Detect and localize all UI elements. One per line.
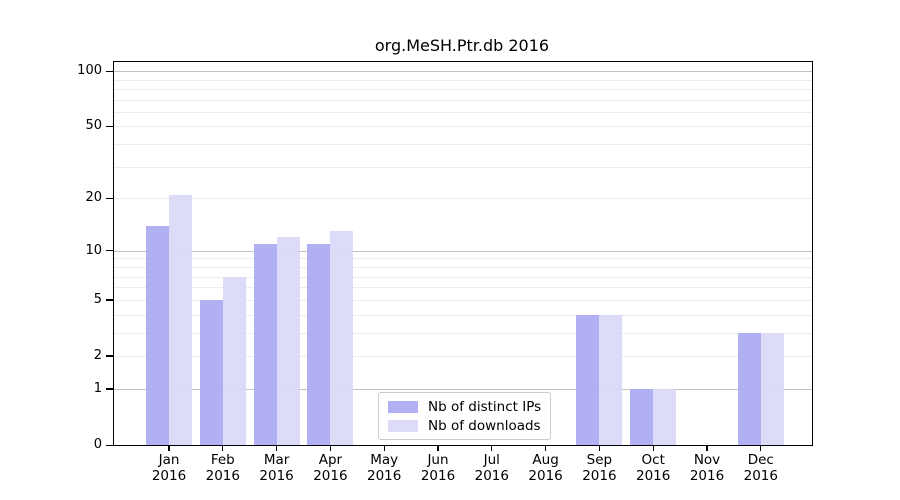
x-tick-may [383, 445, 385, 451]
y-tick-label-50: 50 [85, 118, 102, 134]
y-tick-20 [106, 197, 113, 200]
bar-distinct-ips-dec [737, 332, 761, 445]
y-tick-100 [106, 70, 113, 72]
bar-distinct-ips-mar [253, 243, 277, 445]
y-tick-1 [106, 388, 113, 390]
y-tick-label-20: 20 [85, 190, 102, 206]
grid-line-minor-7 [114, 276, 812, 278]
y-tick-label-10: 10 [85, 242, 102, 258]
x-tick-label-jul: Jul 2016 [474, 452, 509, 484]
grid-line-minor-20 [114, 198, 812, 200]
bar-distinct-ips-jan [146, 225, 169, 445]
x-tick-feb [222, 445, 224, 451]
grid-line-minor-80 [114, 88, 812, 90]
y-tick-0 [106, 444, 113, 446]
bar-distinct-ips-apr [307, 243, 331, 445]
legend-label-downloads: Nb of downloads [428, 417, 541, 434]
y-tick-50 [106, 125, 113, 128]
grid-line-minor-50 [114, 126, 812, 128]
grid-line-major-1 [114, 388, 812, 390]
bar-downloads-mar [276, 237, 300, 445]
y-tick-label-100: 100 [77, 63, 102, 79]
bar-downloads-jan [169, 194, 192, 445]
chart-title: org.MeSH.Ptr.db 2016 [374, 36, 550, 55]
grid-line-minor-60 [114, 111, 812, 113]
x-tick-label-apr: Apr 2016 [313, 452, 348, 484]
x-tick-label-aug: Aug 2016 [528, 452, 563, 484]
bar-downloads-dec [760, 332, 784, 445]
grid-line-minor-3 [114, 332, 812, 334]
x-tick-aug [545, 445, 547, 451]
legend: Nb of distinct IPs Nb of downloads [378, 392, 552, 440]
bar-distinct-ips-oct [630, 388, 654, 445]
grid-line-minor-8 [114, 266, 812, 268]
grid-line-minor-40 [114, 144, 812, 146]
x-tick-jan [168, 445, 170, 451]
x-tick-dec [760, 445, 762, 451]
legend-swatch-distinct-ips [388, 400, 418, 413]
grid-line-minor-2 [114, 355, 812, 357]
x-tick-label-sep: Sep 2016 [582, 452, 617, 484]
bar-downloads-sep [599, 314, 623, 445]
y-tick-label-5: 5 [93, 291, 102, 307]
x-tick-label-jun: Jun 2016 [420, 452, 456, 484]
plot-area: Nb of distinct IPs Nb of downloads 0 1 2 5 1… [77, 61, 813, 483]
y-tick-5 [106, 299, 113, 301]
grid-line-minor-70 [114, 99, 812, 101]
x-tick-nov [706, 445, 708, 451]
x-tick-oct [652, 445, 654, 451]
x-tick-label-mar: Mar 2016 [259, 452, 294, 484]
x-tick-label-jan: Jan 2016 [151, 452, 187, 484]
x-tick-mar [276, 445, 278, 451]
bar-downloads-apr [330, 231, 354, 445]
grid-line-minor-90 [114, 79, 812, 81]
y-tick-label-2: 2 [93, 347, 102, 363]
grid-line-minor-30 [114, 166, 812, 168]
bar-distinct-ips-sep [576, 314, 600, 445]
x-tick-label-feb: Feb 2016 [205, 452, 240, 484]
y-tick-2 [106, 355, 113, 357]
x-tick-label-dec: Dec 2016 [743, 452, 778, 484]
x-tick-jun [437, 445, 439, 451]
legend-swatch-downloads [388, 419, 418, 432]
grid-line-minor-6 [114, 287, 812, 289]
grid-line-minor-4 [114, 314, 812, 316]
y-tick-10 [106, 250, 113, 252]
grid-line-minor-5 [114, 299, 812, 301]
x-tick-label-nov: Nov 2016 [689, 452, 725, 484]
bar-distinct-ips-feb [199, 299, 223, 445]
legend-item-distinct-ips: Nb of distinct IPs [388, 398, 541, 415]
bar-downloads-feb [222, 276, 246, 445]
bar-downloads-oct [653, 388, 677, 445]
grid-line-minor-9 [114, 258, 812, 260]
legend-item-downloads: Nb of downloads [388, 417, 541, 434]
x-tick-sep [598, 445, 600, 451]
y-tick-label-1: 1 [93, 380, 102, 396]
x-tick-jul [491, 445, 493, 451]
grid-line-major-10 [114, 250, 812, 252]
x-tick-label-may: May 2016 [367, 452, 402, 484]
grid-line-major-100 [114, 71, 812, 73]
legend-label-distinct-ips: Nb of distinct IPs [428, 398, 542, 415]
x-tick-label-oct: Oct 2016 [636, 452, 671, 484]
y-tick-label-0: 0 [93, 437, 102, 452]
x-tick-apr [329, 445, 331, 451]
